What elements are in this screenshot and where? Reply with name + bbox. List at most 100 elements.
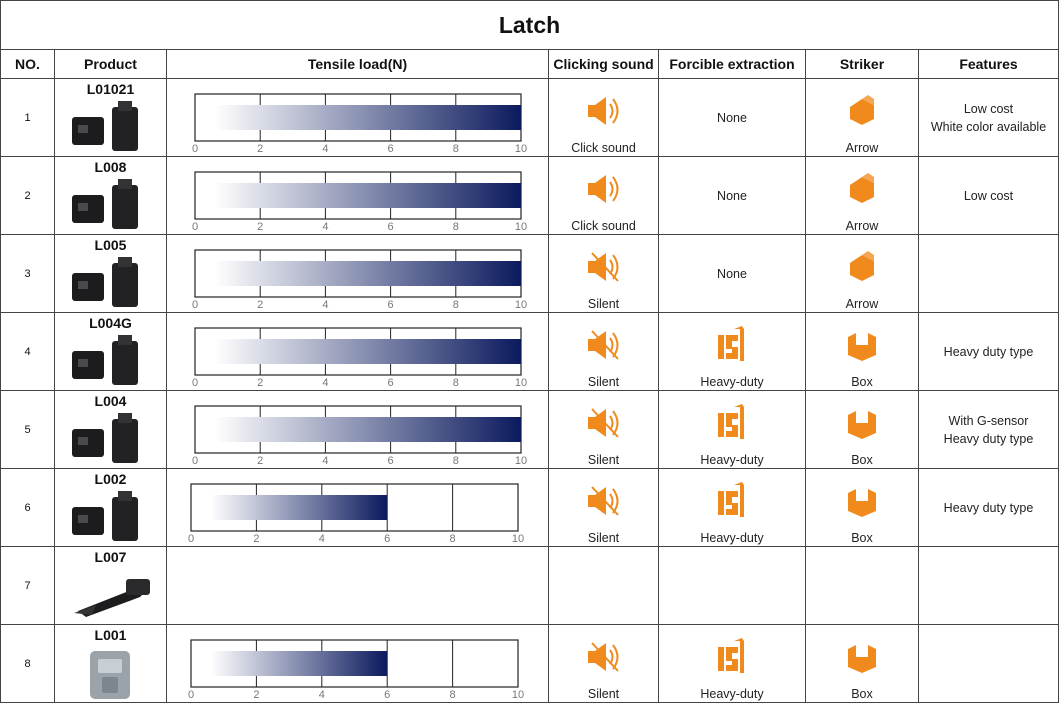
tick-label: 8 — [450, 533, 456, 545]
tensile-load-cell: 0 2 4 6 8 10 — [166, 234, 549, 313]
table-row: 7 L007 — [0, 546, 1059, 625]
product-photo — [71, 101, 138, 151]
forcible-extraction-cell: Heavy-duty — [658, 390, 806, 469]
striker-label: Box — [851, 531, 873, 545]
feature-line: White color available — [930, 119, 1047, 134]
product-cell: L004 — [54, 390, 167, 469]
striker-cell: Arrow — [805, 156, 919, 235]
tick-label: 6 — [384, 689, 390, 701]
clicking-sound-label: Click sound — [571, 219, 636, 233]
clicking-sound-cell: Silent — [548, 624, 659, 703]
product-photo — [71, 179, 138, 229]
tensile-load-chart: 0 2 4 6 8 10 — [192, 326, 527, 389]
tick-label: 6 — [388, 377, 394, 389]
tick-label: 10 — [515, 143, 527, 155]
feature-line: Low cost — [963, 101, 1014, 116]
tensile-load-bar — [210, 494, 388, 520]
product-cell: L001 — [54, 624, 167, 703]
tick-label: 0 — [192, 299, 198, 311]
forcible-extraction-cell: None — [658, 156, 806, 235]
table-row: 1 L01021 0 2 4 6 8 10 Click sound None Arrow Low co… — [0, 78, 1059, 157]
arrow-striker-icon — [807, 169, 918, 209]
tensile-load-cell: 0 2 4 6 8 10 — [166, 156, 549, 235]
forcible-extraction-cell: Heavy-duty — [658, 624, 806, 703]
tick-label: 6 — [384, 533, 390, 545]
product-cell: L01021 — [54, 78, 167, 157]
tick-label: 6 — [388, 299, 394, 311]
header-product: Product — [54, 49, 167, 79]
product-code: L005 — [94, 237, 127, 253]
tick-label: 4 — [322, 377, 328, 389]
features-cell: With G-sensor Heavy duty type — [918, 390, 1059, 469]
tensile-load-bar — [214, 104, 521, 130]
table-row: 4 L004G 0 2 4 6 8 10 Silent Heavy-duty Box Heavy du… — [0, 312, 1059, 391]
forcible-extraction-cell — [658, 546, 806, 625]
product-photo — [73, 579, 150, 617]
product-code: L008 — [94, 159, 127, 175]
striker-cell: Arrow — [805, 78, 919, 157]
clicking-sound-label: Silent — [587, 687, 620, 701]
product-code: L002 — [94, 471, 127, 487]
tensile-load-bar — [210, 650, 388, 676]
features-cell: Low cost White color available — [918, 78, 1059, 157]
table-row: 8 L001 0 2 4 6 8 10 Silent Heavy-duty Box — [0, 624, 1059, 703]
header-row: NO. Product Tensile load(N) Clicking sou… — [0, 49, 1059, 79]
clicking-sound-cell: Silent — [548, 234, 659, 313]
product-code: L004G — [89, 315, 132, 331]
page-title: Latch — [0, 0, 1059, 50]
striker-cell: Box — [805, 624, 919, 703]
speaker-muted-icon — [550, 481, 658, 521]
tensile-load-bar — [214, 338, 521, 364]
heavy-duty-icon — [660, 325, 805, 365]
tick-label: 10 — [512, 533, 524, 545]
features-cell: Heavy duty type — [918, 312, 1059, 391]
clicking-sound-label: Silent — [587, 297, 620, 311]
tensile-load-cell: 0 2 4 6 8 10 — [166, 390, 549, 469]
striker-label: Arrow — [845, 219, 879, 233]
striker-cell — [805, 546, 919, 625]
feature-line: Heavy duty type — [943, 344, 1034, 359]
header-forcible-extraction: Forcible extraction — [658, 49, 806, 79]
tick-label: 4 — [322, 299, 328, 311]
forcible-extraction-cell: Heavy-duty — [658, 468, 806, 547]
row-number: 5 — [0, 390, 55, 469]
box-striker-icon — [807, 481, 918, 521]
tick-label: 8 — [453, 221, 459, 233]
tick-label: 6 — [388, 455, 394, 467]
features-cell — [918, 546, 1059, 625]
speaker-muted-icon — [550, 403, 658, 443]
features-cell: Low cost — [918, 156, 1059, 235]
product-cell: L008 — [54, 156, 167, 235]
tick-label: 8 — [453, 455, 459, 467]
forcible-extraction-label: Heavy-duty — [700, 687, 764, 701]
tensile-load-bar — [214, 182, 521, 208]
feature-line: With G-sensor — [948, 413, 1029, 428]
product-image — [56, 489, 166, 545]
table-row: 6 L002 0 2 4 6 8 10 Silent Heavy-duty Box Heavy dut… — [0, 468, 1059, 547]
striker-cell: Box — [805, 468, 919, 547]
speaker-muted-icon — [550, 247, 658, 287]
tick-label: 2 — [257, 143, 263, 155]
tick-label: 4 — [322, 455, 328, 467]
row-number: 2 — [0, 156, 55, 235]
speaker-icon — [550, 169, 658, 209]
product-image — [56, 645, 166, 701]
table-row: 2 L008 0 2 4 6 8 10 Click sound None Arrow Low cost — [0, 156, 1059, 235]
tick-label: 6 — [388, 221, 394, 233]
tick-label: 10 — [512, 689, 524, 701]
row-number: 4 — [0, 312, 55, 391]
tensile-load-bar — [214, 416, 521, 442]
row-number: 1 — [0, 78, 55, 157]
row-number: 3 — [0, 234, 55, 313]
header-clicking-sound: Clicking sound — [548, 49, 659, 79]
tick-label: 0 — [188, 689, 194, 701]
tensile-load-cell: 0 2 4 6 8 10 — [166, 468, 549, 547]
product-image — [56, 99, 166, 155]
tick-label: 2 — [257, 299, 263, 311]
product-photo — [89, 651, 130, 699]
product-photo — [71, 413, 138, 463]
product-code: L01021 — [86, 81, 135, 97]
heavy-duty-icon — [660, 637, 805, 677]
arrow-striker-icon — [807, 247, 918, 287]
product-cell: L002 — [54, 468, 167, 547]
